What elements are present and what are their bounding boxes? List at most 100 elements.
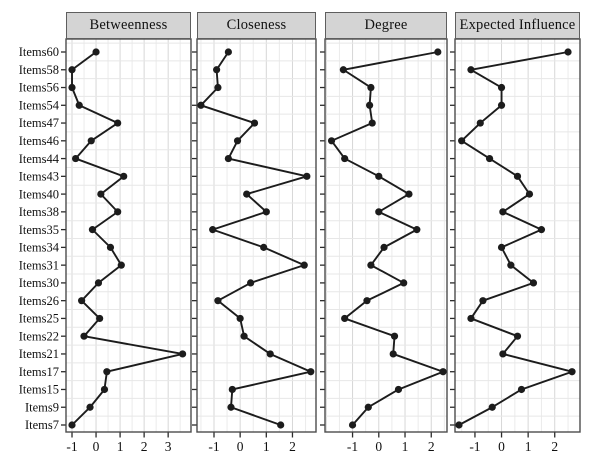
data-point [117, 261, 125, 269]
series-line [330, 51, 445, 426]
panel-border [324, 38, 448, 433]
data-point [240, 332, 248, 340]
data-point [227, 403, 235, 411]
data-point [434, 48, 442, 56]
data-point [88, 226, 97, 234]
data-point [497, 101, 506, 109]
x-tick-label: 1 [263, 439, 270, 454]
x-tick-label: 1 [402, 439, 409, 454]
data-point [367, 83, 375, 92]
data-point [96, 314, 104, 323]
data-point [389, 350, 397, 358]
x-tick-label: 0 [237, 439, 244, 454]
series-line [71, 51, 184, 426]
data-point [224, 48, 232, 56]
data-point [499, 350, 507, 358]
x-tick-label: 1 [117, 439, 124, 454]
data-point [262, 208, 270, 216]
data-point [529, 279, 538, 287]
data-point [209, 226, 217, 234]
y-axis-label: Items58 [19, 63, 59, 77]
series-line [458, 51, 573, 426]
data-point [525, 190, 534, 198]
data-point [94, 279, 103, 287]
x-tick-label: -1 [469, 439, 480, 454]
x-tick-label: 0 [375, 439, 382, 454]
x-tick-label: 1 [525, 439, 532, 454]
data-point [72, 154, 80, 163]
y-axis-label: Items7 [25, 418, 59, 432]
data-point [100, 385, 109, 394]
facet-title-closeness: Closeness [226, 17, 287, 33]
facet-strip-betweenness: Betweenness [66, 12, 191, 39]
x-tick-label: 2 [428, 439, 435, 454]
data-point [78, 297, 86, 305]
data-point [68, 83, 76, 92]
data-point [277, 421, 285, 429]
y-axis-label: Items22 [19, 329, 59, 343]
x-tick-label: 2 [551, 439, 558, 454]
facet-title-degree: Degree [364, 17, 408, 33]
y-axis-label: Items56 [19, 81, 59, 95]
data-point [467, 314, 475, 323]
data-point [214, 83, 222, 92]
panel-border [65, 38, 192, 433]
x-tick-label: -1 [66, 439, 77, 454]
data-point [228, 385, 236, 394]
x-tick-label: 2 [141, 439, 148, 454]
data-point [120, 172, 128, 180]
data-point [497, 83, 506, 92]
data-point [114, 119, 122, 127]
x-tick-label: 0 [93, 439, 100, 454]
data-point [303, 172, 311, 180]
data-point [363, 297, 371, 305]
data-point [476, 119, 484, 127]
y-axis-label: Items21 [19, 347, 59, 361]
y-axis-label: Items38 [19, 205, 59, 219]
y-axis-label: Items40 [19, 187, 59, 201]
data-point [568, 368, 576, 376]
data-point [300, 261, 308, 269]
series-line [199, 51, 312, 426]
data-point [87, 137, 95, 145]
data-point [467, 66, 475, 74]
data-point [233, 137, 242, 145]
x-tick-label: 2 [289, 439, 296, 454]
data-point [364, 403, 372, 411]
data-point [106, 243, 115, 251]
y-axis-label: Items44 [19, 152, 60, 166]
data-point [479, 297, 487, 305]
data-point [178, 350, 187, 358]
facet-strip-closeness: Closeness [197, 12, 316, 39]
data-point [103, 368, 111, 376]
y-axis-label: Items25 [19, 312, 59, 326]
data-point [339, 66, 347, 74]
y-axis-label: Items47 [19, 116, 59, 130]
facet-strip-expected-influence: Expected Influence [455, 12, 580, 39]
data-point [97, 190, 105, 198]
data-point [513, 332, 522, 340]
y-axis-label: Items30 [19, 276, 59, 290]
y-axis-label: Items15 [19, 383, 59, 397]
facet-title-betweenness: Betweenness [89, 17, 168, 33]
data-point [213, 66, 221, 74]
x-tick-label: -1 [208, 439, 219, 454]
data-point [368, 119, 376, 127]
data-point [390, 332, 399, 340]
data-point [341, 314, 349, 323]
data-point [375, 172, 383, 180]
data-point [537, 226, 546, 234]
data-point [564, 48, 572, 56]
data-point [224, 154, 232, 163]
y-axis-label: Items35 [19, 223, 59, 237]
x-tick-label: -1 [347, 439, 358, 454]
data-point [260, 243, 268, 251]
data-point [86, 403, 94, 411]
data-point [114, 208, 122, 216]
data-point [80, 332, 88, 340]
data-point [375, 208, 383, 216]
y-axis-label: Items34 [19, 241, 60, 255]
data-point [499, 208, 507, 216]
data-point [348, 421, 357, 429]
